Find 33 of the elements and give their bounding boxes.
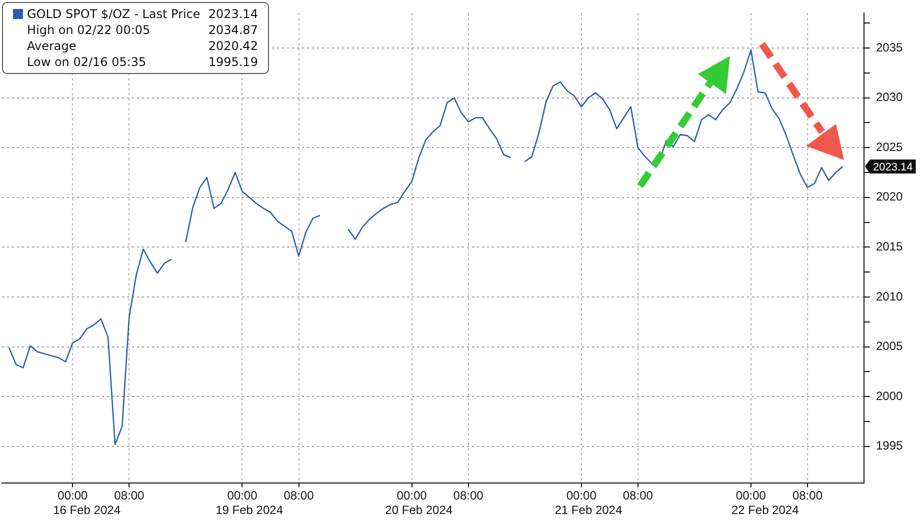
y-tick-label: 2015 <box>876 240 904 254</box>
y-tick-label: 2005 <box>876 339 904 354</box>
x-tick-label: 08:00 <box>792 488 823 503</box>
text: 2023.14 <box>873 162 913 174</box>
annotation: 1995.19 <box>207 54 259 70</box>
x-tick-label: 22 Feb 2024 <box>731 503 800 518</box>
x-tick-label: 00:00 <box>736 488 766 503</box>
annotation: Low on 02/16 05:35 <box>26 54 148 70</box>
y-tick-label: 2035 <box>876 40 904 54</box>
x-tick-label: 08:00 <box>622 488 654 503</box>
legend-label: GOLD SPOT $/OZ - Last Price <box>26 6 202 22</box>
x-tick-label: 00:00 <box>396 488 428 503</box>
x-tick-label: 19 Feb 2024 <box>216 503 284 518</box>
x-tick-label: 08:00 <box>284 488 314 503</box>
x-tick-label: 21 Feb 2024 <box>554 503 622 518</box>
y-tick-label: 2010 <box>876 289 904 304</box>
x-tick-label: 08:00 <box>453 488 484 503</box>
annotation: 2023.14 <box>207 6 259 22</box>
annotation: 2020.42 <box>207 38 259 54</box>
y-tick-label: 2000 <box>876 388 904 403</box>
x-tick-label: 00:00 <box>566 488 597 503</box>
annotation: 2034.87 <box>207 22 259 38</box>
x-tick-label: 00:00 <box>58 488 88 503</box>
y-tick-label: 1995 <box>876 438 904 453</box>
x-tick-label: 16 Feb 2024 <box>53 503 121 518</box>
x-tick-label: 20 Feb 2024 <box>385 503 453 518</box>
x-tick-label: 00:00 <box>227 488 258 503</box>
y-tick-label: 2020 <box>876 190 904 204</box>
y-tick-label: 2030 <box>876 90 904 104</box>
annotation: High on 02/22 00:05 <box>26 22 152 38</box>
y-tick-label: 2025 <box>876 140 904 154</box>
x-tick-label: 08:00 <box>114 488 145 503</box>
annotation: Average <box>26 38 78 54</box>
